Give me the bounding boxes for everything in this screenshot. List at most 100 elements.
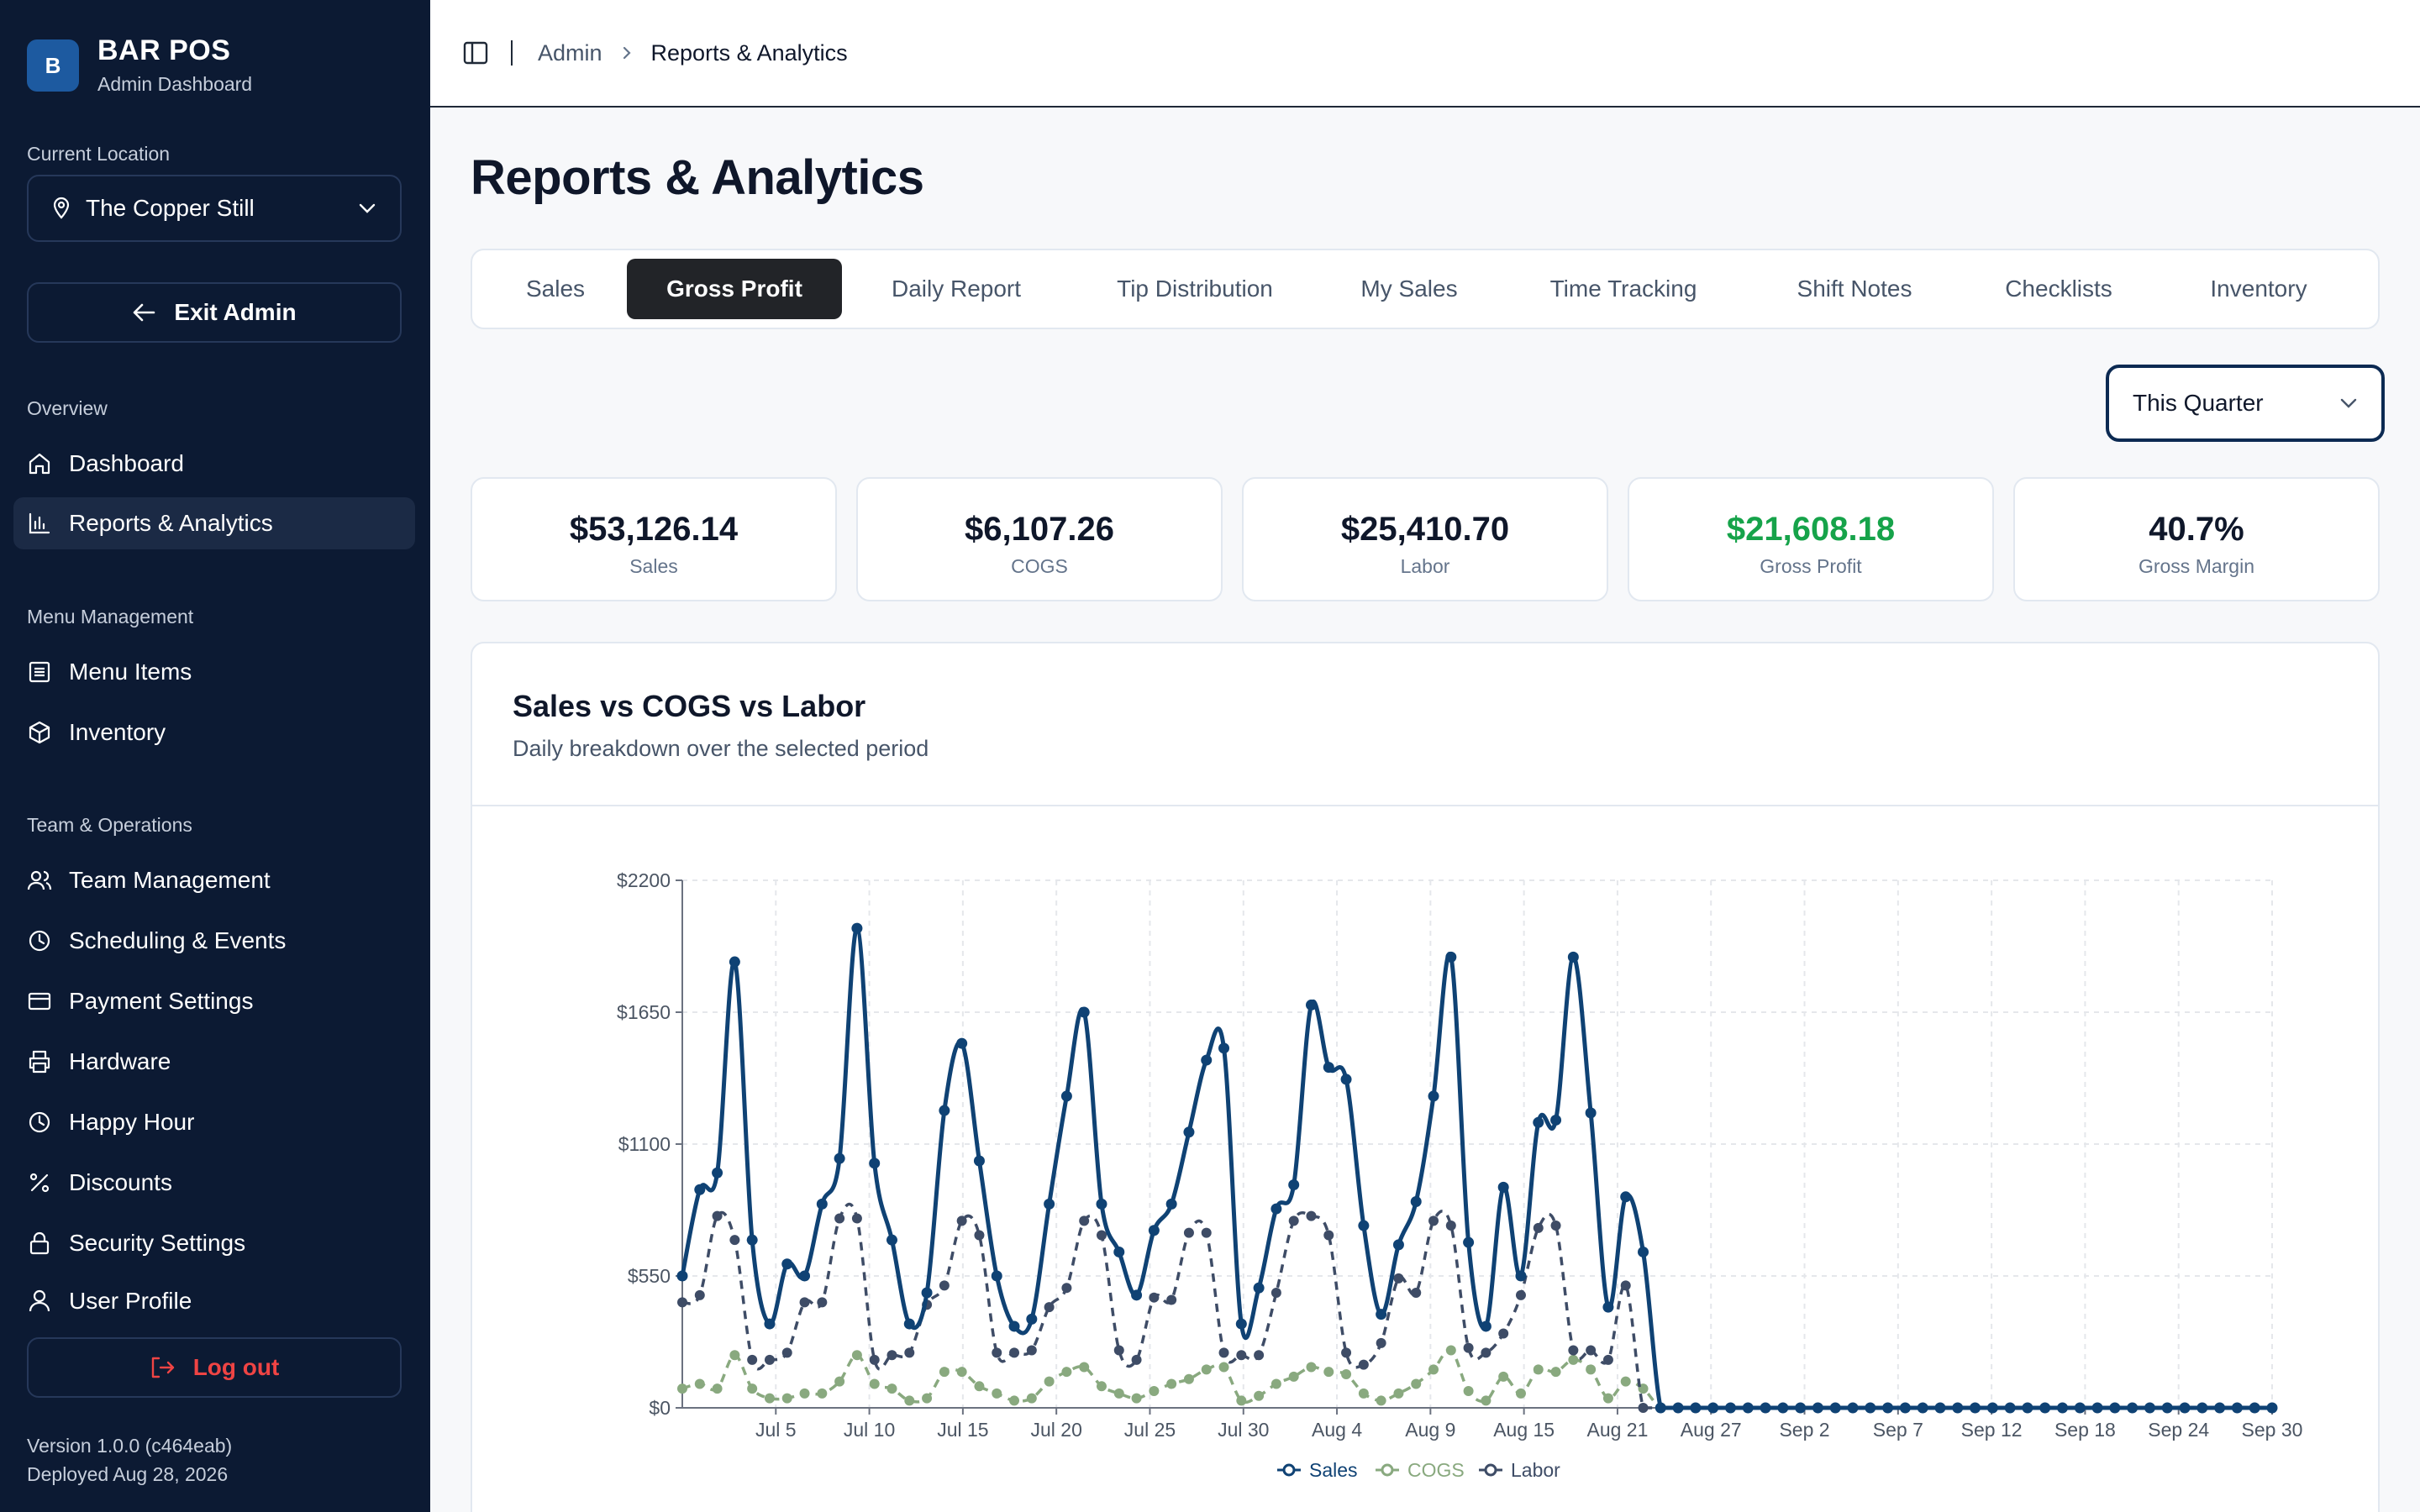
data-point-cogs	[1288, 1371, 1299, 1382]
data-point-cogs	[1463, 1386, 1474, 1397]
sidebar-item-label: Scheduling & Events	[69, 927, 287, 953]
data-point-sales	[1829, 1402, 1841, 1414]
list-icon	[29, 661, 50, 683]
data-point-labor	[1306, 1210, 1317, 1221]
sidebar-item-user-profile[interactable]: User Profile	[13, 1278, 415, 1311]
lock-icon	[29, 1231, 50, 1255]
sidebar-item-dashboard[interactable]: Dashboard	[13, 438, 415, 490]
data-point-labor	[1149, 1292, 1160, 1303]
data-point-cogs	[1428, 1364, 1439, 1375]
sidebar-item-reports[interactable]: Reports & Analytics	[13, 497, 415, 549]
data-point-labor	[1445, 1221, 1456, 1231]
sidebar-item-label: Payment Settings	[69, 988, 254, 1014]
data-point-sales	[869, 1158, 881, 1169]
data-point-cogs	[1445, 1345, 1456, 1356]
data-point-sales	[1183, 1126, 1195, 1138]
data-point-labor	[834, 1213, 845, 1224]
tab-time-tracking[interactable]: Time Tracking	[1549, 276, 1697, 302]
data-point-cogs	[1515, 1388, 1526, 1399]
data-point-sales	[816, 1198, 828, 1210]
y-tick-label: $2200	[617, 869, 671, 891]
data-point-labor	[1358, 1359, 1369, 1370]
sidebar-item-discounts[interactable]: Discounts	[13, 1157, 415, 1209]
sidebar-item-inventory[interactable]: Inventory	[13, 706, 415, 759]
exit-admin-button[interactable]: Exit Admin	[27, 282, 402, 343]
sidebar-item-hardware[interactable]: Hardware	[13, 1036, 415, 1088]
data-point-cogs	[1254, 1390, 1265, 1401]
tab-shift-notes[interactable]: Shift Notes	[1797, 276, 1912, 302]
x-tick-label: Jul 25	[1124, 1419, 1176, 1441]
data-point-sales	[1655, 1402, 1666, 1414]
data-point-sales	[729, 956, 740, 968]
data-point-sales	[2109, 1402, 2121, 1414]
data-point-sales	[2214, 1402, 2226, 1414]
data-point-labor	[1254, 1350, 1265, 1361]
data-point-cogs	[1586, 1364, 1597, 1375]
toggle-sidebar-icon[interactable]	[462, 40, 489, 66]
breadcrumb-admin[interactable]: Admin	[538, 39, 602, 66]
sidebar-item-team-management[interactable]: Team Management	[13, 854, 415, 906]
kpi-label: COGS	[1011, 555, 1068, 577]
data-point-cogs	[712, 1383, 723, 1394]
data-point-sales	[1008, 1320, 1020, 1332]
data-point-cogs	[1166, 1378, 1177, 1389]
data-point-sales	[1567, 951, 1579, 963]
tab-gross-profit[interactable]: Gross Profit	[627, 259, 842, 319]
data-point-labor	[1515, 1289, 1526, 1300]
kpi-sales: $53,126.14 Sales	[471, 477, 837, 601]
location-select[interactable]: The Copper Still	[27, 175, 402, 242]
sidebar-item-security-settings[interactable]: Security Settings	[13, 1217, 415, 1269]
data-point-cogs	[1131, 1393, 1142, 1404]
sidebar-item-happy-hour[interactable]: Happy Hour	[13, 1096, 415, 1148]
arrow-left-icon	[134, 303, 155, 322]
bar-chart-icon	[29, 512, 50, 534]
sidebar-item-scheduling[interactable]: Scheduling & Events	[13, 915, 415, 967]
sidebar-item-payment-settings[interactable]: Payment Settings	[13, 975, 415, 1027]
data-point-sales	[764, 1318, 776, 1330]
data-point-sales	[1340, 1074, 1352, 1085]
period-select[interactable]: This Quarter	[2106, 365, 2385, 442]
kpi-labor: $25,410.70 Labor	[1242, 477, 1608, 601]
series-line-sales	[680, 926, 2272, 1410]
data-point-labor	[1131, 1354, 1142, 1365]
data-point-sales	[834, 1152, 845, 1164]
tab-my-sales[interactable]: My Sales	[1360, 276, 1458, 302]
data-point-sales	[1638, 1246, 1649, 1257]
package-icon	[29, 721, 50, 744]
data-point-sales	[1392, 1239, 1404, 1251]
report-tabs: Sales Gross Profit Daily Report Tip Dist…	[471, 249, 2380, 329]
data-point-sales	[1096, 1198, 1107, 1210]
data-point-sales	[1986, 1402, 1998, 1414]
logout-button[interactable]: Log out	[27, 1337, 402, 1398]
kpi-value: $25,410.70	[1340, 511, 1510, 548]
data-point-sales	[1358, 1220, 1370, 1231]
period-value: This Quarter	[2133, 390, 2264, 416]
tab-inventory[interactable]: Inventory	[2210, 276, 2307, 302]
chart-subtitle: Daily breakdown over the selected period	[513, 736, 929, 761]
sidebar-item-menu-items[interactable]: Menu Items	[13, 646, 415, 698]
printer-icon	[29, 1050, 50, 1074]
sidebar-item-label: Dashboard	[69, 450, 184, 476]
tab-checklists[interactable]: Checklists	[2005, 276, 2112, 302]
data-point-labor	[1079, 1215, 1090, 1226]
data-point-labor	[817, 1297, 828, 1308]
data-point-cogs	[764, 1393, 775, 1404]
y-tick-label: $0	[649, 1397, 671, 1419]
data-point-cogs	[974, 1381, 985, 1392]
legend-swatch-marker	[1381, 1463, 1394, 1477]
logout-label: Log out	[192, 1354, 280, 1380]
data-point-sales	[2179, 1402, 2191, 1414]
data-point-labor	[992, 1347, 1002, 1358]
tab-sales[interactable]: Sales	[525, 276, 586, 302]
x-tick-label: Aug 21	[1586, 1419, 1648, 1441]
data-point-sales	[712, 1167, 723, 1179]
tab-daily-report[interactable]: Daily Report	[891, 276, 1022, 302]
data-point-cogs	[1341, 1369, 1352, 1380]
series-line-cogs	[681, 1348, 2272, 1410]
data-point-labor	[1061, 1283, 1072, 1294]
data-point-sales	[2091, 1402, 2103, 1414]
tab-tip-distribution[interactable]: Tip Distribution	[1117, 276, 1273, 302]
section-team-operations: Team & Operations	[27, 814, 192, 836]
sidebar-item-label: Happy Hour	[69, 1109, 195, 1135]
page-title: Reports & Analytics	[471, 150, 924, 205]
